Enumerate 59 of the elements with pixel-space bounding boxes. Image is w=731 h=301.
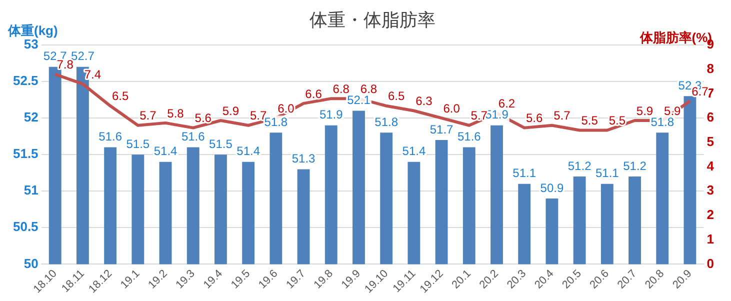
data-label: 51.1: [512, 166, 536, 180]
y-tick-label: 52.5: [12, 73, 38, 88]
data-label: 51.8: [264, 114, 288, 129]
y-tick-label: 52: [24, 110, 38, 125]
data-label: 51.6: [98, 130, 122, 144]
x-tick-label: 19.9: [339, 268, 363, 292]
x-tick-label: 19.3: [174, 268, 198, 292]
data-label: 6.0: [278, 101, 295, 116]
data-label: 5.6: [526, 111, 544, 126]
y2-tick-label: 6: [706, 110, 714, 125]
data-label: 51.9: [319, 108, 344, 122]
y2-tick-label: 8: [706, 60, 714, 76]
y-tick-label: 50.5: [12, 219, 38, 234]
data-label: 51.5: [209, 136, 233, 151]
y-tick-label: 53: [24, 36, 38, 52]
data-label: 6.0: [443, 101, 460, 116]
data-label: 51.4: [236, 144, 260, 158]
data-label: 51.7: [430, 122, 454, 136]
data-label: 51.5: [126, 136, 150, 151]
y2-tick-label: 4: [706, 158, 715, 174]
data-label: 5.7: [140, 108, 157, 123]
data-label: 51.6: [457, 130, 482, 144]
data-label: 5.5: [581, 114, 598, 128]
data-label: 52.1: [347, 93, 371, 108]
y2-tick-label: 5: [706, 134, 714, 149]
y2-tick-label: 0: [706, 256, 714, 271]
data-label: 51.2: [623, 158, 647, 173]
chart-title: 体重・体脂肪率: [310, 10, 436, 30]
data-label: 6.8: [332, 82, 350, 96]
data-label: 51.4: [402, 144, 426, 158]
data-label: 51.3: [292, 152, 316, 166]
data-label: 5.9: [636, 104, 654, 118]
data-label: 51.8: [374, 114, 398, 129]
data-label: 51.1: [595, 166, 620, 180]
y-tick-label: 51: [24, 182, 38, 198]
x-tick-label: 20.1: [450, 268, 474, 292]
data-label: 51.4: [154, 144, 178, 158]
data-label: 51.8: [650, 114, 674, 129]
data-label: 51.2: [568, 158, 592, 173]
y-tick-label: 50: [24, 256, 38, 271]
y-axis-title: 体重(kg): [7, 23, 58, 38]
data-label: 6.5: [112, 89, 129, 104]
y2-tick-label: 2: [706, 207, 714, 222]
data-label: 50.9: [540, 180, 564, 195]
data-label: 6.6: [305, 86, 322, 101]
y-tick-label: 51.5: [12, 146, 38, 162]
data-label: 6.3: [416, 94, 433, 108]
data-label: 5.8: [167, 106, 184, 120]
data-label: 5.7: [554, 108, 571, 123]
data-label: 5.5: [608, 114, 626, 128]
data-label: 6.5: [388, 89, 405, 104]
data-label: 5.9: [222, 104, 240, 118]
data-label: 5.7: [470, 108, 488, 123]
y2-tick-label: 3: [706, 182, 714, 198]
y2-tick-label: 1: [706, 231, 714, 246]
data-label: 51.6: [181, 130, 206, 144]
x-tick-label: 19.1: [118, 268, 142, 292]
data-label: 5.6: [194, 111, 212, 126]
data-label: 6.8: [360, 82, 378, 96]
